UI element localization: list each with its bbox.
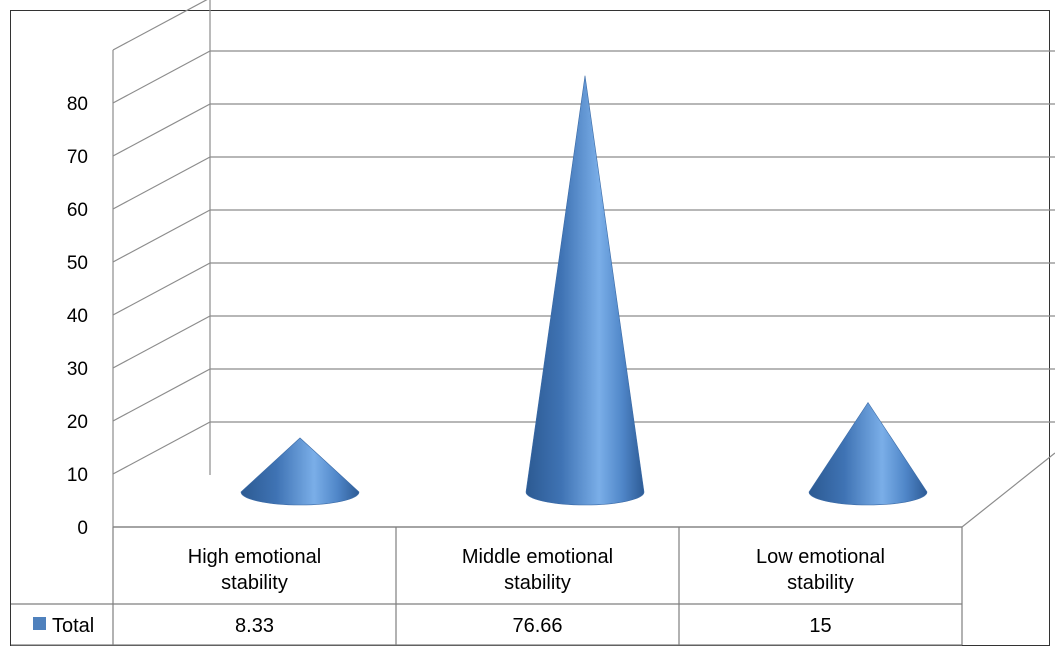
gridline-side — [112, 421, 211, 475]
data-label: 8.33 — [235, 615, 274, 637]
data-label: 76.66 — [512, 615, 562, 637]
gridline-side — [112, 262, 211, 316]
cones — [240, 75, 928, 506]
y-tick-label: 70 — [67, 147, 88, 168]
gridline-side — [112, 0, 208, 51]
cone-body — [240, 437, 360, 506]
cone-mark — [808, 401, 928, 506]
cone-body — [808, 401, 928, 506]
y-tick-label: 30 — [67, 359, 88, 380]
gridline-side — [112, 209, 211, 263]
category-label: Low emotional — [756, 546, 885, 568]
data-table: High emotional stability 8.33 Middle emotio… — [11, 526, 963, 646]
y-tick-label: 50 — [67, 253, 88, 274]
y-tick-label: 20 — [67, 412, 88, 433]
y-tick-label: 0 — [77, 518, 88, 539]
category-label: High emotional — [188, 546, 321, 568]
y-tick-label: 60 — [67, 200, 88, 221]
gridline-side — [112, 50, 211, 104]
legend-label: Total — [52, 615, 94, 637]
y-tick-label: 80 — [67, 94, 88, 115]
chart-frame — [10, 10, 1050, 646]
y-tick-label: 10 — [67, 465, 88, 486]
y-axis-ticks: 0 10 20 30 40 50 60 70 80 — [67, 94, 88, 539]
cone-mark — [525, 75, 645, 506]
category-label: stability — [787, 572, 854, 594]
cone-mark — [240, 437, 360, 506]
legend-swatch — [33, 617, 46, 630]
gridline-side — [112, 315, 211, 369]
gridline-side — [112, 156, 211, 210]
gridlines — [112, 0, 1055, 527]
gridline-side — [112, 103, 211, 157]
category-label: Middle emotional — [462, 546, 613, 568]
category-label: stability — [504, 572, 571, 594]
y-tick-label: 40 — [67, 306, 88, 327]
gridline-side — [112, 368, 211, 422]
cone-body — [525, 75, 645, 506]
category-label: stability — [221, 572, 288, 594]
data-label: 15 — [809, 615, 831, 637]
